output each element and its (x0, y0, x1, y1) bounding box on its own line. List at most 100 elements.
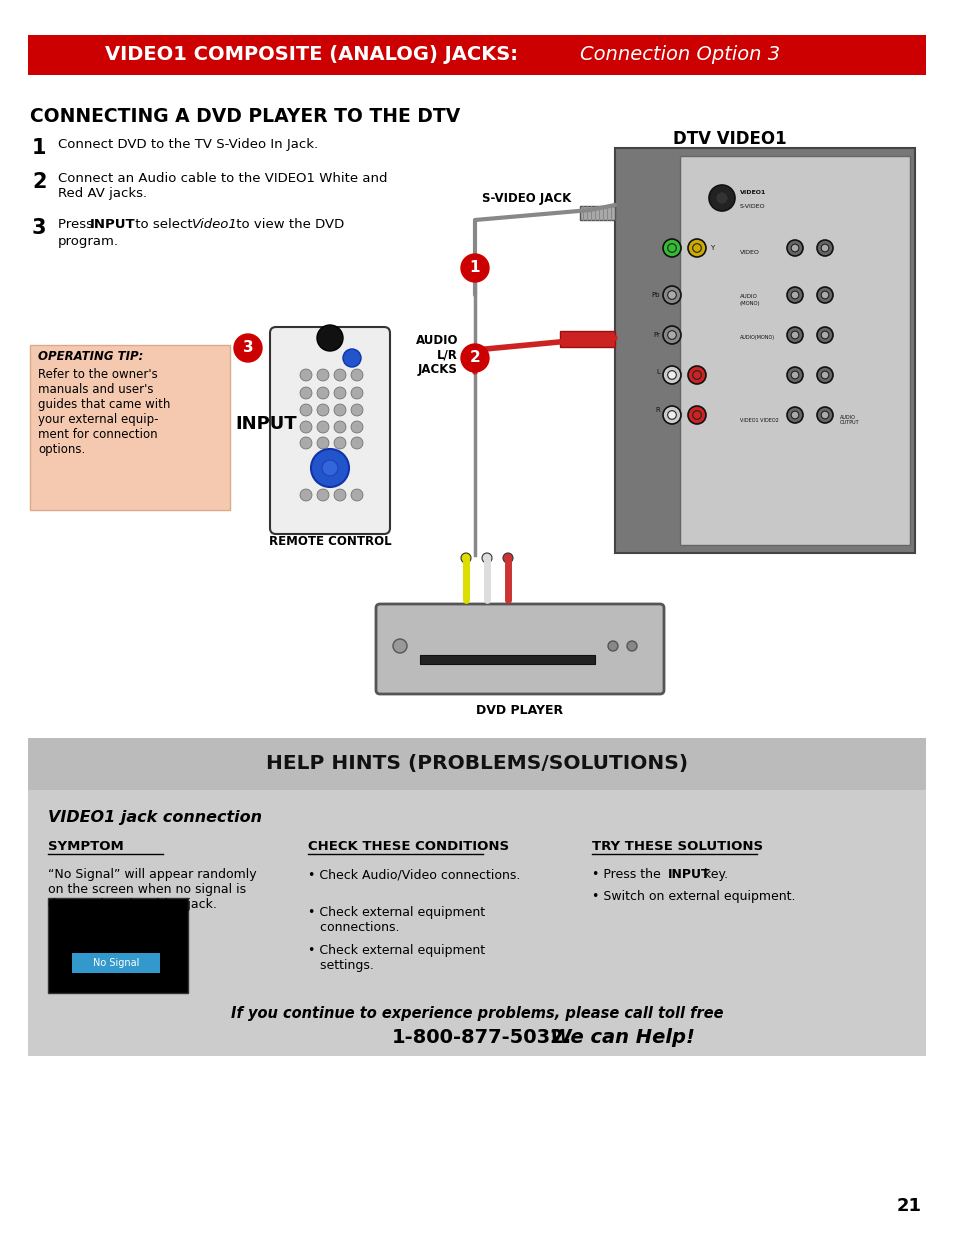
Circle shape (715, 191, 727, 204)
Text: VIDEO: VIDEO (740, 249, 760, 254)
Circle shape (299, 437, 312, 450)
Circle shape (299, 404, 312, 416)
Circle shape (316, 325, 343, 351)
Circle shape (607, 641, 618, 651)
Circle shape (790, 411, 798, 419)
Circle shape (334, 387, 346, 399)
Circle shape (299, 369, 312, 382)
Circle shape (334, 369, 346, 382)
Text: 1: 1 (32, 138, 47, 158)
Text: S-VIDEO JACK: S-VIDEO JACK (481, 191, 571, 205)
Circle shape (662, 366, 680, 384)
Circle shape (334, 421, 346, 433)
Circle shape (481, 553, 492, 563)
Circle shape (460, 345, 489, 372)
Circle shape (786, 240, 802, 256)
Text: Connect an Audio cable to the VIDEO1 White and
Red AV jacks.: Connect an Audio cable to the VIDEO1 Whi… (58, 172, 387, 200)
Circle shape (334, 489, 346, 501)
Bar (28, 35, 925, 75)
Text: (MONO): (MONO) (740, 301, 760, 306)
Circle shape (816, 287, 832, 303)
Text: to view the DVD: to view the DVD (232, 219, 344, 231)
Text: S-VIDEO: S-VIDEO (740, 205, 765, 210)
Text: DTV VIDEO1: DTV VIDEO1 (673, 130, 786, 148)
Text: CHECK THESE CONDITIONS: CHECK THESE CONDITIONS (308, 840, 509, 853)
Circle shape (790, 331, 798, 338)
Circle shape (351, 489, 363, 501)
Circle shape (821, 291, 828, 299)
Text: to select: to select (131, 219, 196, 231)
Circle shape (299, 489, 312, 501)
Text: INPUT: INPUT (90, 219, 135, 231)
Circle shape (233, 333, 262, 362)
Circle shape (662, 406, 680, 424)
Circle shape (786, 327, 802, 343)
Circle shape (316, 387, 329, 399)
Circle shape (790, 372, 798, 379)
Text: • Check external equipment
   settings.: • Check external equipment settings. (308, 944, 485, 972)
Circle shape (790, 245, 798, 252)
Circle shape (687, 406, 705, 424)
Circle shape (311, 450, 349, 487)
Circle shape (786, 367, 802, 383)
Circle shape (351, 437, 363, 450)
Circle shape (316, 404, 329, 416)
Circle shape (351, 404, 363, 416)
Text: We can Help!: We can Help! (530, 1028, 694, 1047)
Circle shape (502, 553, 513, 563)
Circle shape (667, 331, 676, 340)
Text: Pb: Pb (651, 291, 659, 298)
Text: AUDIO
L/R
JACKS: AUDIO L/R JACKS (416, 333, 457, 377)
Text: VIDEO1 VIDEO2: VIDEO1 VIDEO2 (740, 417, 778, 422)
Bar (615, 148, 914, 553)
Text: 21: 21 (896, 1197, 921, 1215)
Circle shape (816, 367, 832, 383)
Circle shape (334, 437, 346, 450)
Text: Pr: Pr (653, 332, 659, 338)
Text: • Press the: • Press the (592, 868, 664, 881)
Text: HELP HINTS (PROBLEMS/SOLUTIONS): HELP HINTS (PROBLEMS/SOLUTIONS) (266, 755, 687, 773)
Circle shape (821, 411, 828, 419)
Text: SYMPTOM: SYMPTOM (48, 840, 124, 853)
Bar (579, 206, 615, 220)
Text: INPUT: INPUT (234, 415, 296, 433)
Text: Video1: Video1 (192, 219, 237, 231)
Circle shape (316, 489, 329, 501)
Text: VIDEO1 COMPOSITE (ANALOG) JACKS:: VIDEO1 COMPOSITE (ANALOG) JACKS: (105, 46, 517, 64)
Circle shape (667, 411, 676, 420)
Circle shape (393, 638, 407, 653)
Text: Connect DVD to the TV S-Video In Jack.: Connect DVD to the TV S-Video In Jack. (58, 138, 317, 151)
Circle shape (667, 243, 676, 252)
Text: 1: 1 (469, 261, 479, 275)
FancyBboxPatch shape (270, 327, 390, 534)
Text: VIDEO1: VIDEO1 (740, 189, 765, 194)
Text: INPUT: INPUT (667, 868, 710, 881)
Circle shape (316, 437, 329, 450)
Circle shape (460, 553, 471, 563)
Circle shape (692, 243, 700, 252)
Text: AUDIO
OUTPUT: AUDIO OUTPUT (840, 415, 859, 425)
Text: Connection Option 3: Connection Option 3 (579, 46, 780, 64)
Circle shape (667, 370, 676, 379)
Text: • Check external equipment
   connections.: • Check external equipment connections. (308, 906, 485, 934)
Circle shape (334, 404, 346, 416)
Text: • Check Audio/Video connections.: • Check Audio/Video connections. (308, 868, 519, 881)
Text: 1-800-877-5032.: 1-800-877-5032. (392, 1028, 572, 1047)
Circle shape (299, 387, 312, 399)
Circle shape (662, 287, 680, 304)
Circle shape (322, 459, 337, 475)
Text: 2: 2 (469, 351, 480, 366)
Circle shape (667, 290, 676, 299)
Text: key.: key. (700, 868, 727, 881)
Bar (28, 739, 925, 790)
Text: No Signal: No Signal (92, 958, 139, 968)
Bar (559, 331, 615, 347)
Text: • Switch on external equipment.: • Switch on external equipment. (592, 890, 795, 903)
Text: Press: Press (58, 219, 97, 231)
Text: AUDIO(MONO): AUDIO(MONO) (740, 336, 774, 341)
Bar (28, 739, 925, 1056)
Circle shape (821, 372, 828, 379)
Circle shape (316, 421, 329, 433)
Text: 3: 3 (242, 341, 253, 356)
Text: OPERATING TIP:: OPERATING TIP: (38, 350, 143, 363)
